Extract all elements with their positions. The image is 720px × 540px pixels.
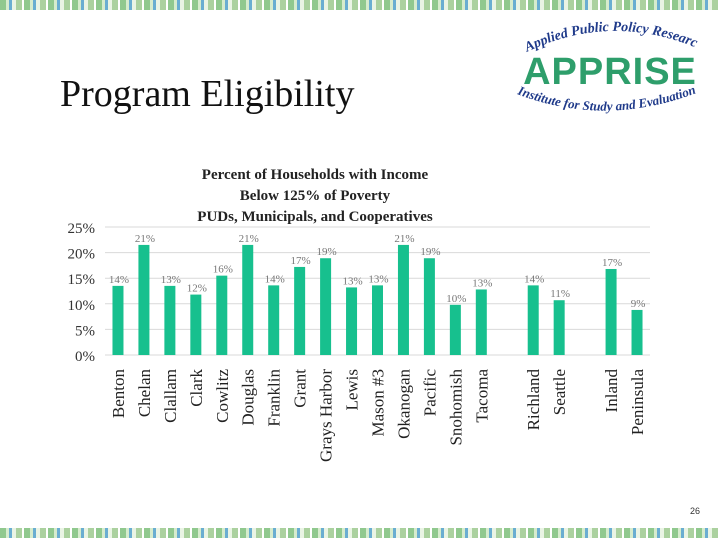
bar: [553, 300, 565, 355]
data-label: 14%: [109, 274, 129, 286]
x-tick-label: Okanogan: [394, 369, 413, 439]
data-label: 21%: [394, 233, 414, 245]
x-tick-label: Richland: [524, 369, 543, 431]
bar: [449, 304, 461, 355]
top-decorative-band: [0, 0, 720, 10]
y-tick-label: 15%: [68, 272, 96, 288]
x-tick-label: Benton: [109, 369, 128, 419]
x-tick-label: Clallam: [161, 369, 180, 423]
x-tick-label: Tacoma: [472, 369, 491, 423]
apprise-logo: Applied Public Policy Research APPRISE I…: [505, 18, 700, 114]
data-label: 16%: [213, 264, 233, 276]
data-label: 13%: [342, 275, 362, 287]
data-label: 12%: [187, 283, 207, 295]
bar: [268, 285, 280, 355]
chart-title-line: Below 125% of Poverty: [240, 188, 391, 204]
x-tick-label: Mason #3: [369, 369, 388, 437]
data-label: 9%: [631, 298, 646, 310]
y-tick-label: 10%: [68, 298, 96, 314]
data-label: 17%: [291, 255, 311, 267]
data-label: 19%: [420, 246, 440, 258]
x-tick-label: Douglas: [239, 369, 258, 426]
data-label: 13%: [472, 277, 492, 289]
page-number: 26: [689, 506, 700, 516]
data-label: 19%: [317, 246, 337, 258]
bar: [164, 285, 176, 355]
y-tick-label: 25%: [68, 221, 96, 237]
bar: [320, 258, 332, 355]
bar: [423, 258, 435, 355]
y-tick-label: 20%: [68, 247, 96, 263]
bar: [372, 285, 383, 355]
bar: [527, 285, 539, 355]
bar: [605, 268, 617, 355]
data-label: 14%: [265, 273, 285, 285]
bar: [112, 285, 124, 355]
chart-title-line: Percent of Households with Income: [202, 167, 429, 183]
x-tick-label: Chelan: [135, 369, 154, 418]
data-labels: 14% 21% 13% 12% 16% 21% 14% 17% 19% 13% 13% 21% 19% 1…: [109, 233, 645, 310]
x-tick-label: Peninsula: [628, 369, 647, 436]
data-label: 14%: [524, 273, 544, 285]
x-tick-label: Lewis: [343, 369, 362, 411]
y-tick-label: 5%: [75, 323, 95, 339]
x-tick-label: Cowlitz: [213, 369, 232, 423]
bar: [216, 275, 228, 355]
bar: [242, 244, 254, 355]
x-tick-label: Inland: [602, 369, 621, 413]
y-axis-ticks: 25% 20% 15% 10% 5% 0%: [68, 221, 96, 365]
bar: [631, 309, 643, 355]
data-label: 11%: [550, 288, 570, 300]
data-label: 13%: [368, 273, 388, 285]
bottom-decorative-band: [0, 528, 720, 538]
chart-title-line: PUDs, Municipals, and Cooperatives: [197, 209, 433, 225]
logo-name: APPRISE: [523, 51, 697, 93]
data-label: 10%: [446, 293, 466, 305]
bar: [346, 287, 358, 355]
bar: [138, 244, 150, 355]
x-tick-label: Grays Harbor: [317, 369, 336, 462]
bar: [190, 294, 202, 355]
x-tick-label: Snohomish: [446, 369, 465, 446]
bar: [294, 266, 306, 355]
data-label: 13%: [161, 274, 181, 286]
x-axis-labels: Benton Chelan Clallam Clark Cowlitz Douglas Fr…: [109, 369, 647, 462]
bar: [475, 289, 487, 355]
y-tick-label: 0%: [75, 349, 95, 365]
poverty-bar-chart: Percent of Households with Income Below 1…: [68, 167, 650, 462]
data-label: 21%: [239, 233, 259, 245]
bars: [112, 244, 643, 355]
data-label: 21%: [135, 233, 155, 245]
x-tick-label: Grant: [291, 369, 310, 408]
x-tick-label: Seattle: [550, 369, 569, 415]
chart-title: Percent of Households with Income Below 1…: [197, 167, 433, 225]
slide-title: Program Eligibility: [60, 73, 355, 115]
data-label: 17%: [602, 257, 622, 269]
x-tick-label: Pacific: [420, 369, 439, 417]
x-tick-label: Franklin: [265, 369, 284, 427]
x-tick-label: Clark: [187, 369, 206, 407]
bar: [397, 244, 409, 355]
